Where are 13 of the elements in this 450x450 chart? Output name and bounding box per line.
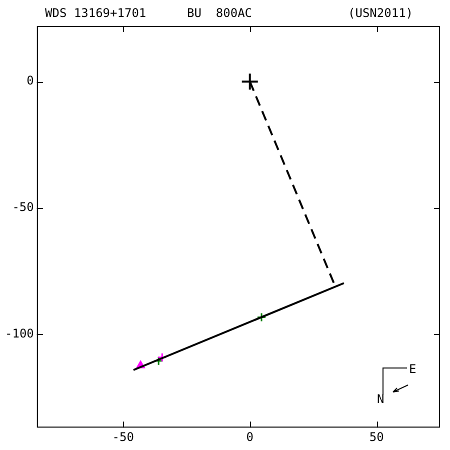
y-tick-label: -50 <box>12 200 34 214</box>
annotation: E <box>409 362 416 376</box>
point <box>240 72 259 91</box>
annotation: N <box>377 392 384 406</box>
x-tick-label: 50 <box>369 430 384 444</box>
text: (USN2011) <box>348 6 414 20</box>
point <box>256 312 266 322</box>
x-tick-label: 0 <box>246 430 254 444</box>
chart-subtitle: BU 800AC <box>187 6 252 20</box>
y-tick-label: -100 <box>4 326 34 340</box>
x-tick-label: -50 <box>112 430 134 444</box>
chart-title: WDS 13169+1701 <box>45 6 146 20</box>
y-tick-label: 0 <box>26 74 34 88</box>
